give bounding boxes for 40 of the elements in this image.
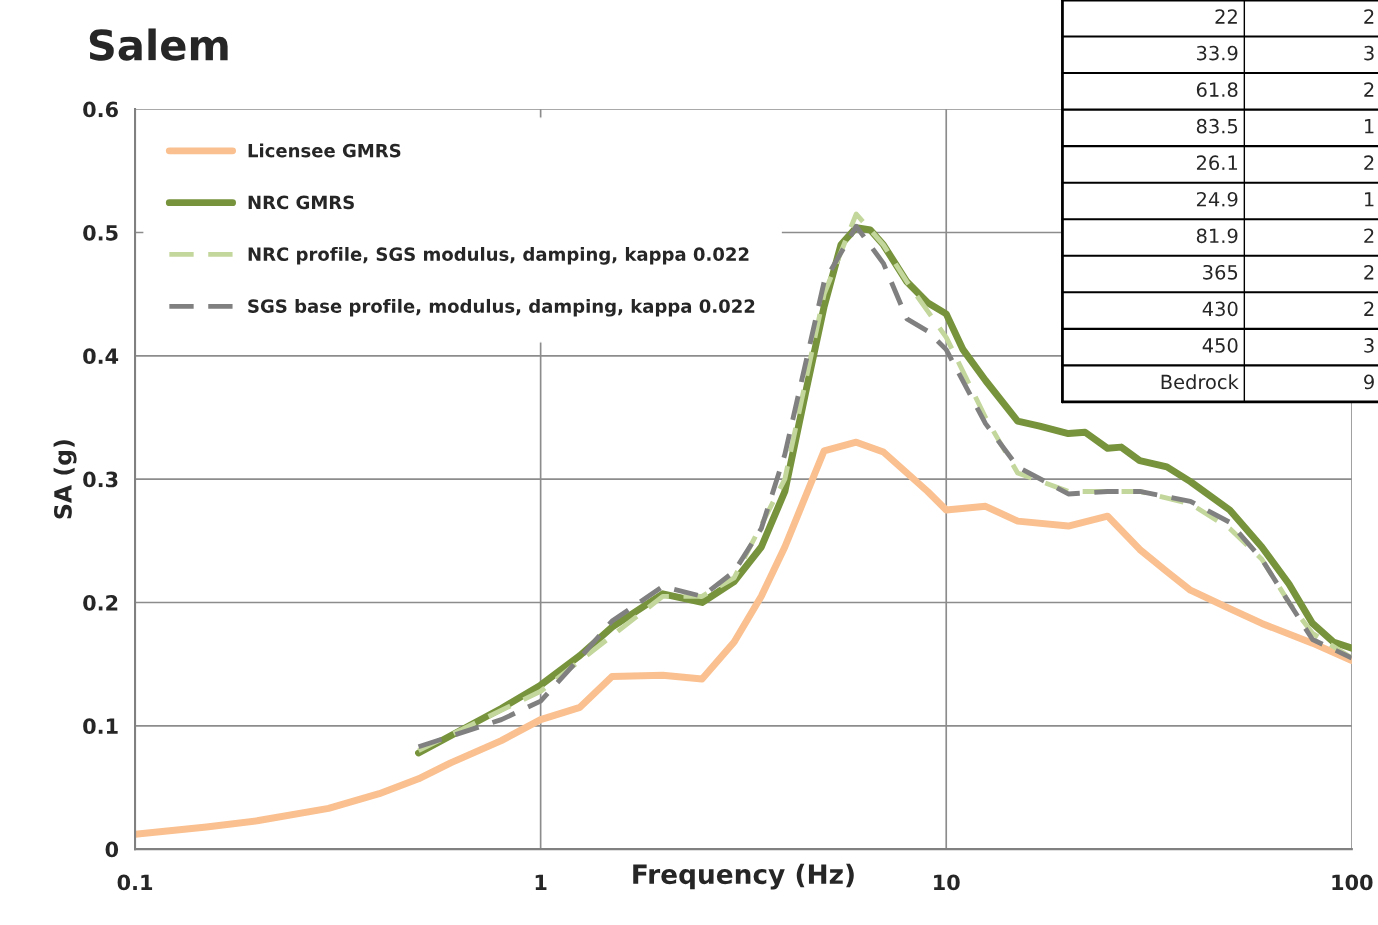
legend-label: SGS base profile, modulus, damping, kappa 0.022 [248,298,755,317]
text: 22 [1215,9,1237,24]
y-tick-label: 0.1 [83,718,118,735]
y-tick-label: 0.2 [83,594,118,611]
x-tick-label: 10 [934,874,960,891]
text: 2 [1364,264,1374,280]
annotation: 24.9 [1196,191,1238,207]
text: 33.9 [1197,45,1238,61]
annotation: 81.9 [1196,228,1238,244]
y-tick-label: 0.4 [83,348,119,365]
annotation: 83.5 [1196,118,1238,134]
y-tick-label: 0.5 [83,224,118,241]
text: 2 [1364,155,1374,170]
y-axis-title: SA (g) [53,440,77,519]
text: 1 [1365,119,1374,134]
legend-label: Licensee GMRS [248,143,401,158]
annotation: 26.1 [1196,155,1238,171]
x-tick-label: 100 [1332,874,1373,891]
x-tick-label: 0.1 [117,874,153,891]
annotation: Bedrock [1161,374,1239,390]
x-axis-title: Frequency (Hz) [633,863,854,890]
y-tick-label: 0.6 [83,101,118,118]
chart-title: Salem [89,28,228,61]
text: 1 [1365,192,1374,207]
text: 2 [1364,301,1374,316]
y-tick-label: 0.3 [83,471,118,488]
text: 3 [1364,338,1374,353]
legend-label: NRC GMRS [248,195,354,210]
legend-label: NRC profile, SGS modulus, damping, kappa 0.022 [248,247,749,265]
text: 2 [1364,228,1374,243]
y-tick-label: 0 [105,841,119,858]
x-tick-label: 1 [535,874,547,890]
annotation: 430 [1202,301,1238,317]
text: 2 [1364,82,1374,97]
text: 3 [1364,45,1374,61]
text: 9 [1364,374,1374,390]
annotation: 365 [1203,264,1238,280]
text: 61.8 [1196,82,1238,97]
annotation: 450 [1202,338,1238,353]
text: 2 [1364,9,1374,24]
